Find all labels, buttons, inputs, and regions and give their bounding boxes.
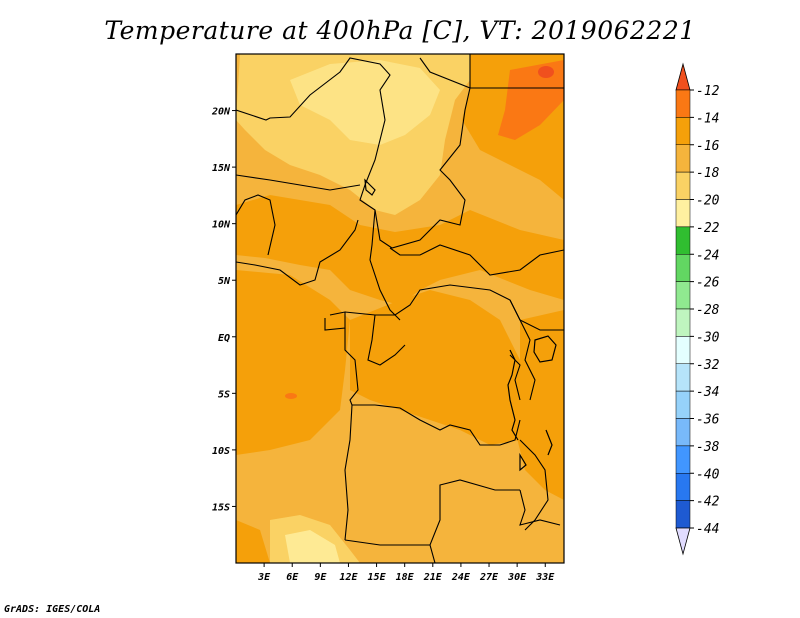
- lon-tick-label: 12E: [339, 572, 358, 583]
- lon-tick-label: 18E: [396, 572, 415, 583]
- colorbar-label: -22: [696, 221, 720, 236]
- lon-tick-label: 21E: [423, 572, 443, 583]
- colorbar-label: -34: [696, 385, 719, 400]
- lon-tick-label: 9E: [314, 572, 327, 583]
- colorbar: -12 -14 -16 -18 -20 -22 -24 -26 -28 -30 -32 -34 -36 -…: [675, 62, 720, 556]
- band-minus20-southwest: [285, 530, 340, 563]
- band-minus16-central: [350, 290, 530, 445]
- colorbar-label: -16: [696, 139, 720, 154]
- lakes: [364, 178, 557, 472]
- colorbar-swatch: [675, 89, 691, 118]
- colorbar-label: -32: [696, 358, 720, 373]
- colorbar-swatch: [675, 144, 691, 173]
- temperature-fill: [236, 54, 564, 563]
- credit-text: GrADS: IGES/COLA: [4, 604, 101, 615]
- colorbar-swatch: [675, 445, 691, 474]
- spot-minus14-a: [285, 393, 297, 399]
- colorbar-swatch: [675, 363, 691, 392]
- colorbar-label: -20: [696, 194, 720, 209]
- country-borders: [236, 54, 564, 563]
- colorbar-label: -12: [696, 84, 720, 99]
- lon-tick-label: 6E: [286, 572, 299, 583]
- lon-tick-label: 30E: [507, 572, 527, 583]
- lat-tick-label: 10N: [212, 220, 231, 231]
- lat-tick-label: 10S: [212, 446, 230, 457]
- colorbar-label: -30: [696, 330, 720, 345]
- colorbar-swatch: [675, 308, 691, 337]
- colorbar-label: -18: [696, 166, 720, 181]
- colorbar-swatch: [675, 199, 691, 228]
- lon-tick-label: 15E: [368, 572, 387, 583]
- colorbar-label: -40: [696, 467, 720, 482]
- colorbar-top-arrow: [675, 62, 691, 91]
- lat-tick-label: 5S: [218, 389, 230, 400]
- colorbar-swatch: [675, 226, 691, 255]
- colorbar-swatch: [675, 418, 691, 447]
- colorbar-bottom-arrow: [675, 527, 691, 556]
- lat-tick-label: EQ: [218, 333, 230, 344]
- colorbar-swatch: [675, 171, 691, 200]
- colorbar-label: -44: [696, 522, 719, 537]
- colorbar-label: -36: [696, 413, 720, 428]
- colorbar-swatch: [675, 473, 691, 501]
- colorbar-label: -26: [696, 276, 720, 291]
- spot-minus14-b: [538, 66, 554, 78]
- band-minus16-coast: [236, 270, 350, 455]
- colorbar-swatch: [675, 500, 691, 529]
- colorbar-label: -38: [696, 440, 720, 455]
- colorbar-swatch: [675, 281, 691, 310]
- band-minus16-southeast: [515, 310, 564, 500]
- lon-tick-label: 33E: [535, 572, 555, 583]
- colorbar-swatch: [675, 254, 691, 282]
- colorbar-label: -42: [696, 495, 720, 510]
- latitude-ticks: 20N 15N 10N 5N EQ 5S 10S 15S: [211, 107, 236, 513]
- band-minus16-west: [236, 195, 564, 305]
- colorbar-label: -14: [696, 111, 719, 126]
- lon-tick-label: 24E: [451, 572, 471, 583]
- chart-title: Temperature at 400hPa [C], VT: 201906222…: [104, 16, 696, 45]
- colorbar-swatch: [675, 117, 691, 145]
- band-minus14-northeast: [498, 60, 564, 140]
- colorbar-swatch: [675, 336, 691, 364]
- longitude-ticks: 3E 6E 9E 12E 15E 18E 21E 24E 27E 30E 33E: [257, 563, 555, 583]
- lon-tick-label: 3E: [257, 572, 271, 583]
- lat-tick-label: 15N: [212, 163, 231, 174]
- colorbar-label: -24: [696, 248, 719, 263]
- band-minus16-southwest-corner: [236, 520, 270, 563]
- map-frame: [235, 53, 565, 564]
- lat-tick-label: 5N: [218, 276, 231, 287]
- lon-tick-label: 27E: [479, 572, 499, 583]
- lat-tick-label: 20N: [211, 107, 231, 118]
- colorbar-swatch: [675, 390, 691, 419]
- colorbar-label: -28: [696, 303, 720, 318]
- lat-tick-label: 15S: [212, 502, 230, 513]
